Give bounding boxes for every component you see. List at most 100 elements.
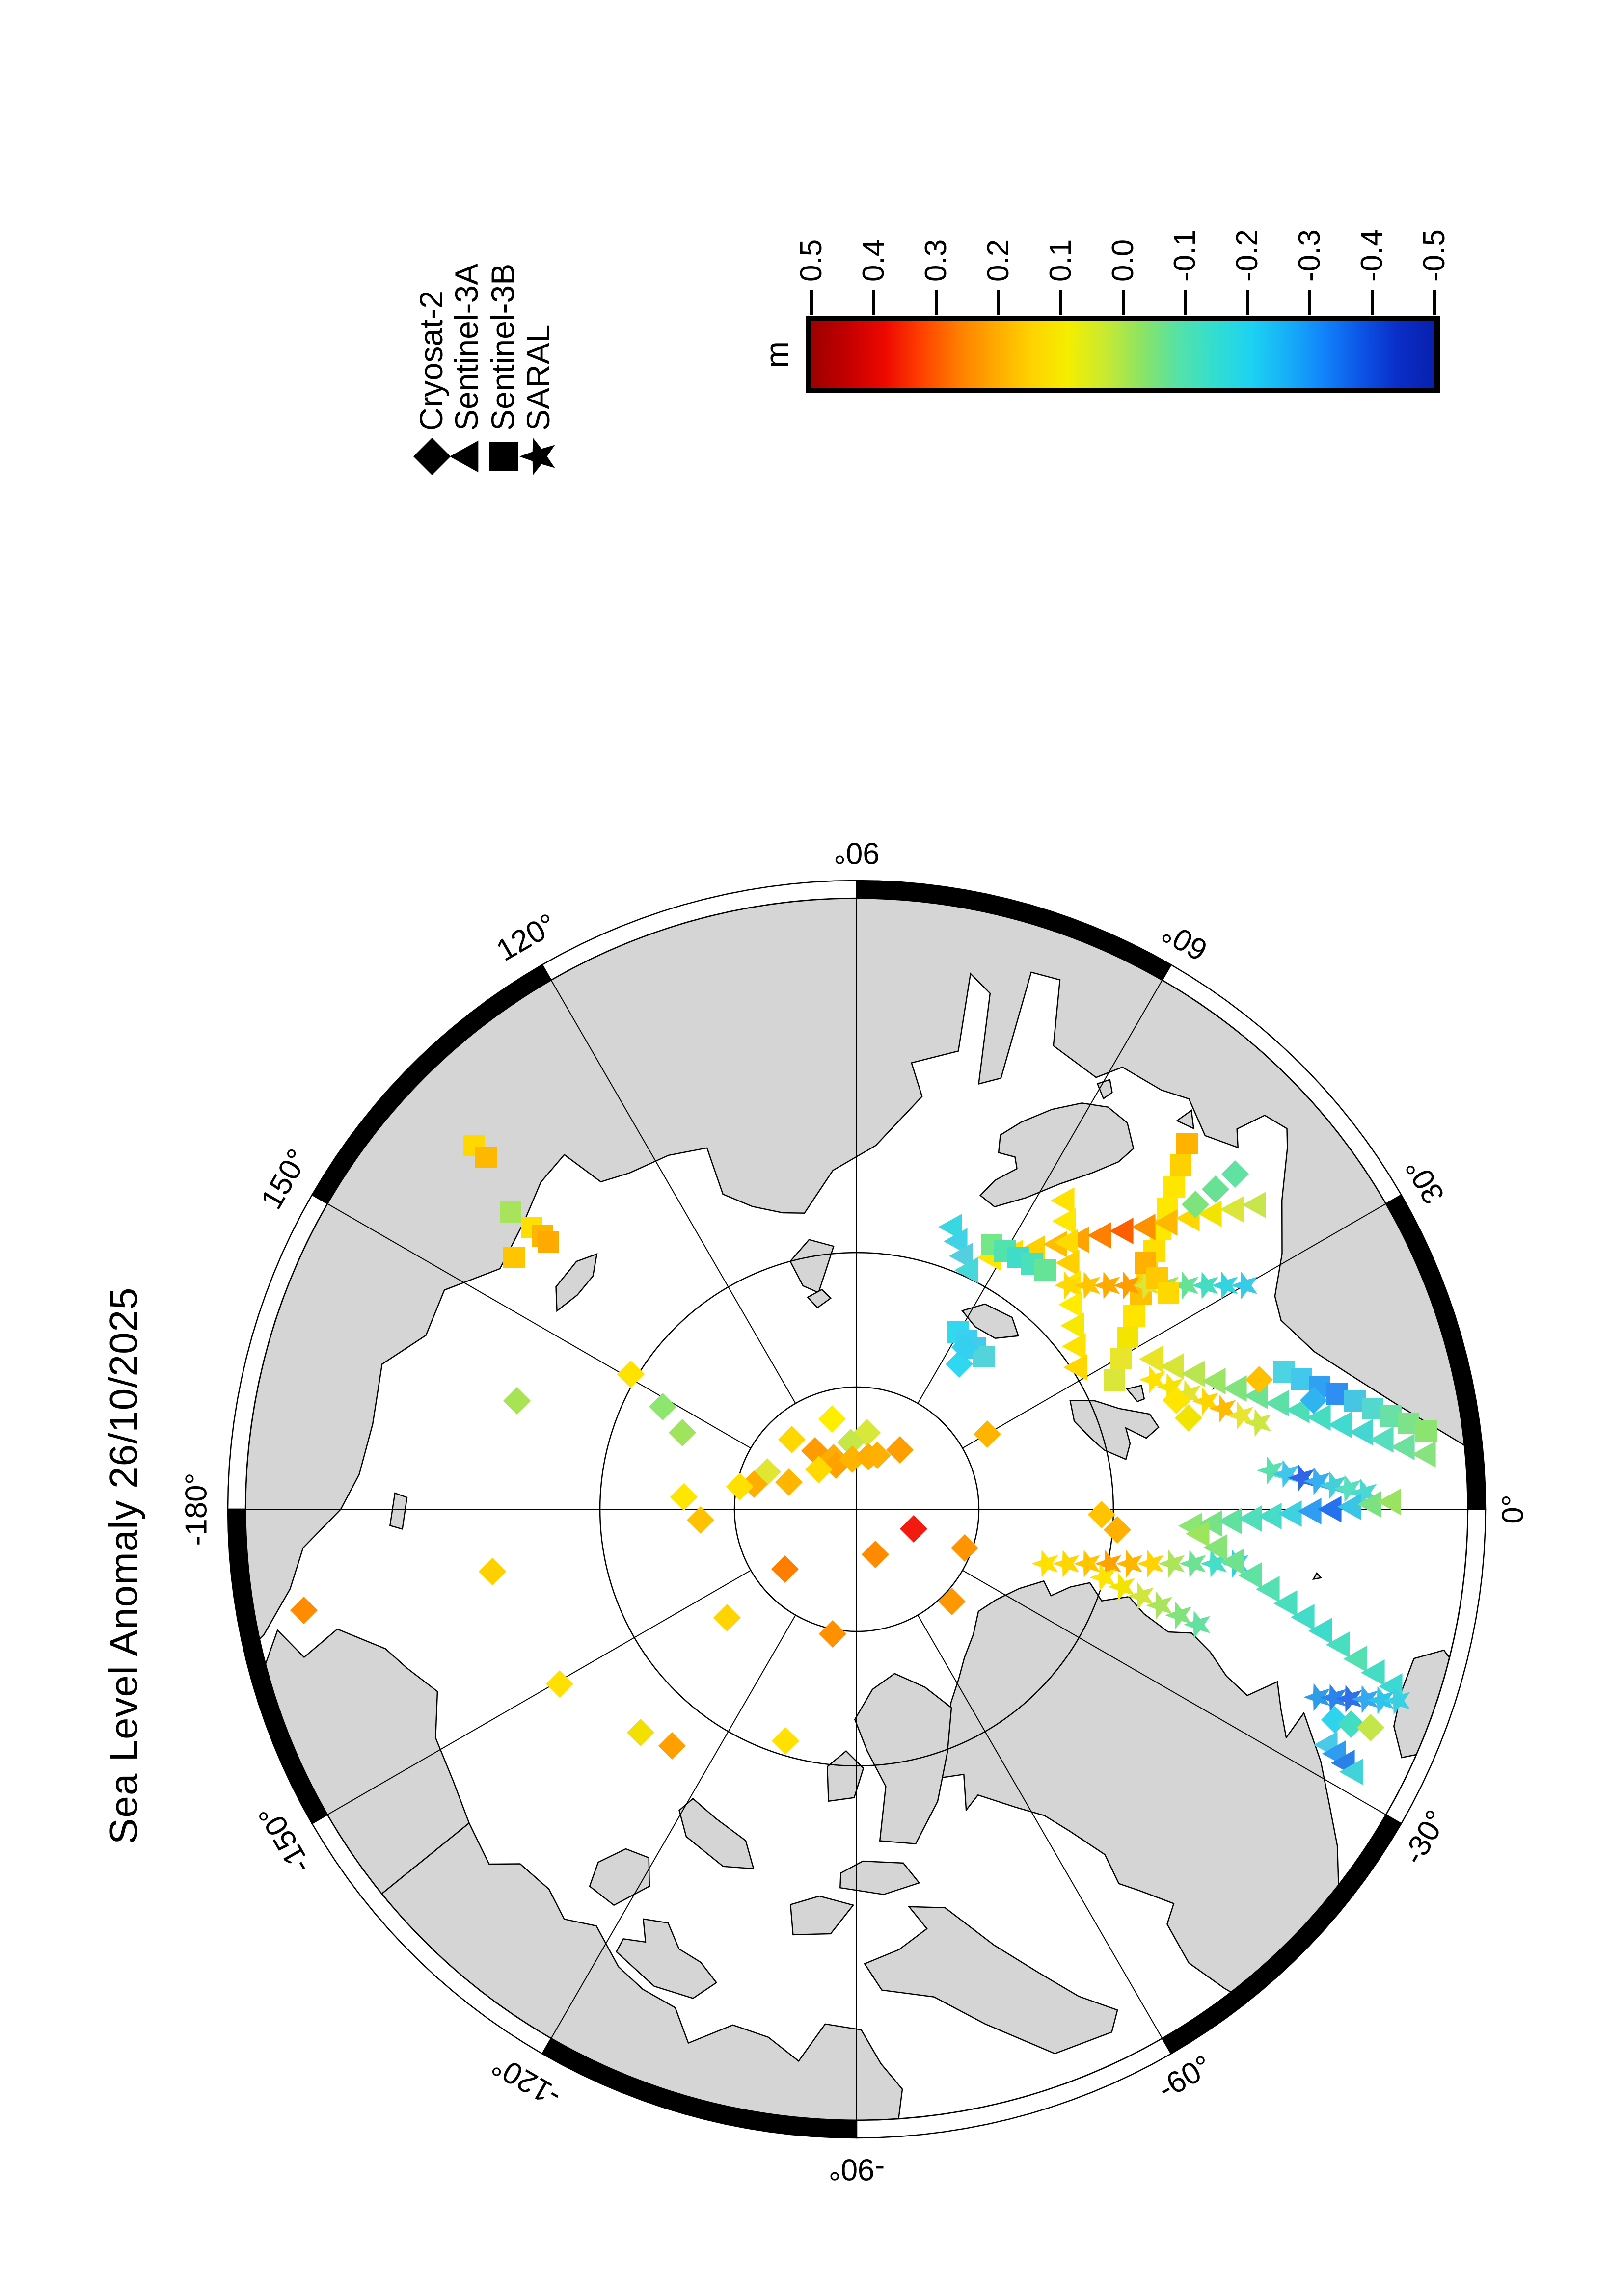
track-point (1165, 1601, 1192, 1629)
track-point (1087, 1222, 1111, 1249)
track-point (1211, 1271, 1238, 1300)
track-point (1074, 1271, 1101, 1300)
track-point (1412, 1441, 1436, 1468)
track-saral (1089, 1563, 1211, 1639)
track-point (1328, 1412, 1352, 1438)
colorbar-tick (1246, 290, 1249, 315)
legend-label: Cryosat-2 (413, 290, 449, 431)
track-point (1154, 1209, 1178, 1236)
colorbar-tick-label: -0.4 (1355, 229, 1389, 282)
track-point (1238, 1505, 1262, 1532)
cryosat-point (1175, 1404, 1202, 1432)
track-point (1058, 1291, 1082, 1318)
track-point (1223, 1375, 1247, 1402)
meridian-label: 120° (491, 907, 563, 968)
track-point (1256, 1576, 1280, 1602)
frame-ring (227, 880, 1487, 2139)
track-point (1051, 1187, 1075, 1214)
colorbar-tick (1371, 290, 1374, 315)
track-point (1218, 1508, 1242, 1534)
track-point (1055, 1250, 1080, 1276)
track-point (475, 1147, 497, 1168)
cryosat-point (771, 1555, 799, 1583)
cryosat-point (627, 1719, 654, 1746)
colorbar-tick-label: -0.2 (1230, 229, 1265, 282)
track-point (1158, 1549, 1185, 1578)
track-point (1127, 1582, 1154, 1610)
cryosat-point (687, 1506, 714, 1534)
cryosat-point (778, 1426, 806, 1453)
track-point (1265, 1390, 1289, 1416)
track-sentinel-3b (500, 1201, 559, 1268)
meridian-label: -180° (179, 1473, 213, 1546)
track-point (1273, 1361, 1295, 1383)
track-sentinel-3b (1135, 1252, 1179, 1304)
cryosat-point (1221, 1160, 1249, 1188)
track-point (1093, 1271, 1120, 1300)
track-point (1334, 1474, 1361, 1503)
track-point (1370, 1426, 1394, 1453)
cryosat-point (1245, 1366, 1273, 1393)
track-point (1198, 1510, 1222, 1537)
track-sentinel-3b (981, 1234, 1056, 1281)
colorbar (806, 316, 1440, 393)
track-point (1117, 1327, 1138, 1348)
landmass (615, 1918, 718, 1999)
track-point (1133, 1271, 1160, 1300)
meridian-label: 150° (254, 1144, 315, 1215)
track-point (1158, 1282, 1179, 1304)
track-point (1170, 1154, 1191, 1176)
track-point (1318, 1496, 1342, 1522)
track-point (1344, 1390, 1366, 1412)
legend-item-cryosat-2: Cryosat-2 (412, 291, 450, 485)
track-point (1108, 1573, 1135, 1601)
track-point (1191, 1271, 1218, 1300)
meridian-label: 0° (1496, 1495, 1530, 1523)
meridian-line (327, 1570, 751, 1815)
legend-item-saral: SARAL (519, 325, 557, 485)
figure-title: Sea Level Anomaly 26/10/2025 (102, 1287, 145, 1845)
track-point (1181, 1361, 1205, 1387)
legend-item-sentinel-3b: Sentinel-3B (484, 264, 521, 485)
landmass (839, 1860, 920, 1896)
track-point (1291, 1604, 1315, 1630)
track-saral (1139, 1365, 1271, 1437)
colorbar-tick (810, 290, 813, 315)
landmass (826, 1750, 865, 1802)
track-point (1034, 1259, 1056, 1281)
track-point (1054, 1229, 1078, 1255)
colorbar-gradient (812, 321, 1434, 388)
track-point (1288, 1464, 1315, 1492)
star-icon (519, 438, 555, 475)
cryosat-point (951, 1334, 979, 1361)
track-point (1198, 1201, 1222, 1227)
track-point (1074, 1549, 1101, 1578)
track-point (503, 1247, 525, 1268)
cryosat-point (886, 1436, 914, 1464)
track-point (1163, 1176, 1185, 1198)
track-point (1203, 1534, 1227, 1561)
track-point (1272, 1460, 1299, 1488)
legend-item-sentinel-3a: Sentinel-3A (448, 264, 485, 485)
track-point (1174, 1380, 1201, 1408)
track-point (1231, 1271, 1258, 1300)
track-point (1172, 1271, 1199, 1300)
cryosat-point (1104, 1516, 1131, 1544)
track-point (1227, 1401, 1254, 1430)
track-point (1349, 1419, 1373, 1445)
cryosat-point (837, 1429, 865, 1456)
colorbar-tick-label: -0.1 (1168, 229, 1202, 282)
cryosat-point (649, 1393, 676, 1420)
track-point (1278, 1500, 1302, 1527)
track-point (1298, 1498, 1322, 1524)
track-point (1326, 1383, 1348, 1405)
track-point (1132, 1214, 1156, 1240)
cryosat-point (713, 1604, 741, 1631)
cryosat-point (864, 1442, 891, 1469)
track-point (1257, 1456, 1284, 1485)
landmass (864, 1906, 1118, 2055)
colorbar-tick (934, 290, 938, 315)
colorbar-tick-label: 0.0 (1106, 239, 1140, 282)
landmass (555, 1253, 598, 1312)
